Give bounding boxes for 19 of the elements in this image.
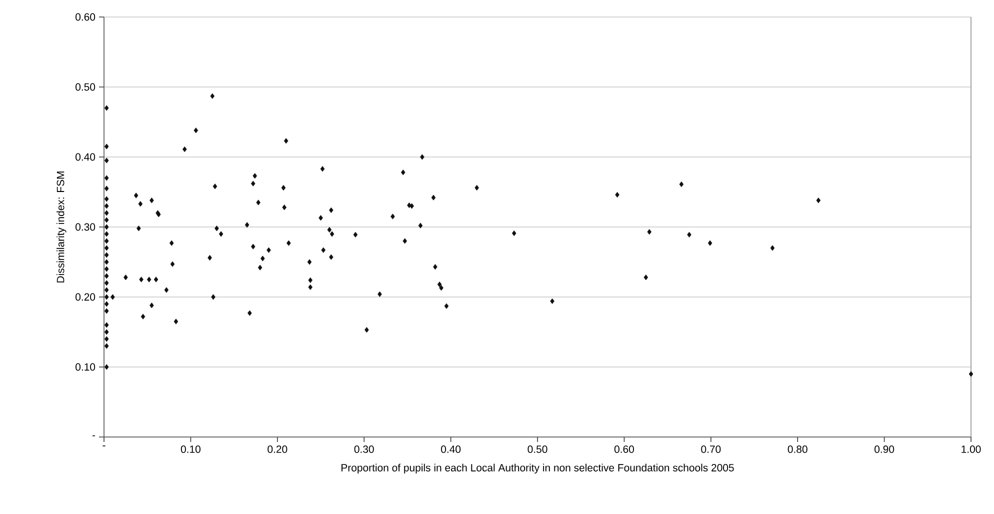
x-tick-label: 0.60 <box>614 446 634 453</box>
x-tick-label: 0.50 <box>528 446 548 453</box>
x-tick-label: 0.20 <box>268 446 288 453</box>
x-tick-label: 0.70 <box>701 446 721 453</box>
y-tick-label: 0.50 <box>76 83 96 91</box>
y-tick-label: 0.60 <box>76 13 96 21</box>
x-tick-label: 0.80 <box>788 446 808 453</box>
x-tick-label: 1.00 <box>962 446 981 453</box>
y-tick-label: 0.20 <box>76 293 96 301</box>
x-tick-label: 0.40 <box>441 446 461 453</box>
y-tick-label: 0.30 <box>76 223 96 231</box>
y-tick-label: 0.10 <box>76 363 96 371</box>
y-axis-title: Dissimilarity index: FSM <box>56 172 66 282</box>
x-tick-label: 0.30 <box>354 446 374 453</box>
x-tick-label: 0.90 <box>874 446 894 453</box>
x-tick-label: 0.10 <box>180 446 200 453</box>
y-tick-label: 0.40 <box>76 153 96 161</box>
x-axis-title: Proportion of pupils in each Local Authority in non selective Foundation schools 2005 <box>342 464 734 474</box>
y-tick-label: - <box>92 435 96 436</box>
